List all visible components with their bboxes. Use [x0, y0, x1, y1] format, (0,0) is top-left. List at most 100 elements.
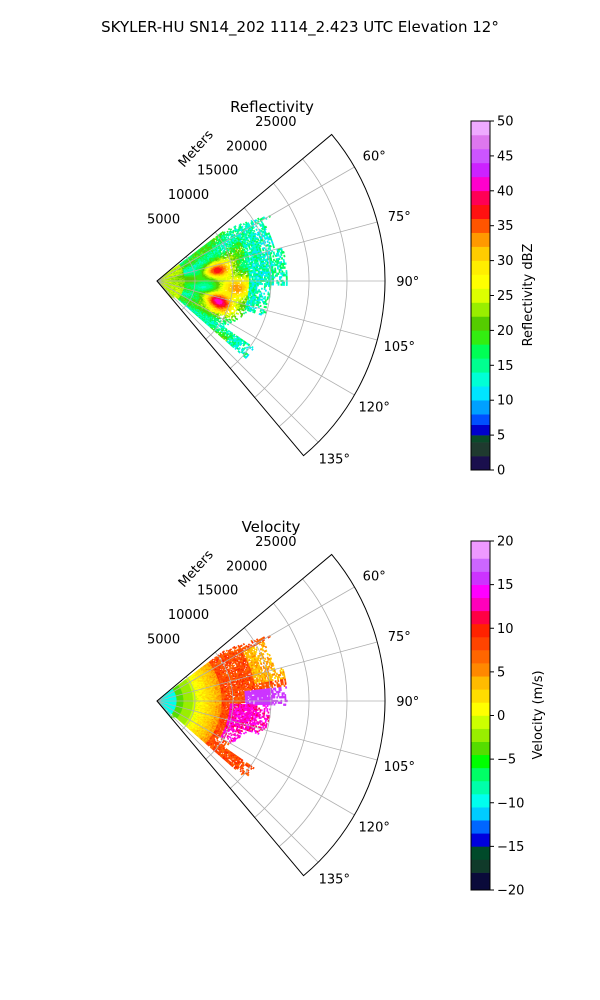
field-cell	[283, 281, 286, 284]
field-cell	[257, 238, 260, 242]
field-cell	[277, 272, 280, 275]
field-cell	[251, 281, 254, 284]
field-cell	[282, 272, 285, 275]
field-cell	[257, 217, 260, 221]
field-cell	[244, 277, 247, 280]
field-cell	[262, 246, 266, 250]
field-cell	[285, 277, 288, 281]
field-cell	[283, 266, 286, 269]
field-cell	[239, 247, 243, 250]
field-cell	[248, 278, 251, 281]
field-cell	[262, 248, 265, 252]
field-cell	[258, 281, 261, 284]
field-cell	[272, 278, 274, 281]
field-cell	[262, 273, 265, 276]
field-cell	[265, 278, 268, 281]
field-cell	[251, 277, 254, 279]
field-cell	[248, 282, 251, 285]
field-cell	[235, 270, 238, 273]
field-cell	[261, 283, 263, 286]
field-cell	[276, 274, 278, 277]
field-cell	[281, 270, 284, 273]
field-cell	[280, 276, 283, 279]
field-cell	[229, 285, 232, 288]
field-cell	[241, 225, 244, 229]
field-cell	[274, 270, 277, 274]
field-cell	[267, 274, 270, 277]
field-cell	[273, 253, 276, 256]
field-cell	[258, 301, 262, 304]
field-cell	[236, 248, 239, 251]
field-cell	[244, 272, 247, 275]
field-cell	[252, 226, 256, 229]
field-cell	[265, 283, 268, 286]
field-cell	[254, 232, 257, 236]
field-cell	[233, 282, 236, 285]
field-cell	[285, 281, 288, 284]
field-cell	[262, 278, 265, 281]
field-cell	[276, 263, 279, 266]
field-cell	[242, 277, 244, 280]
field-cell	[272, 245, 275, 249]
field-cell	[237, 292, 240, 295]
field-cell	[280, 253, 283, 257]
field-cell	[285, 275, 288, 279]
field-cell	[285, 274, 288, 277]
reflectivity-field	[157, 215, 288, 360]
field-cell	[246, 281, 249, 284]
field-cell	[276, 281, 279, 284]
field-cell	[255, 281, 258, 284]
field-cell	[267, 284, 270, 288]
field-cell	[247, 278, 250, 281]
field-cell	[280, 257, 284, 260]
field-cell	[238, 262, 241, 265]
field-cell	[279, 255, 282, 259]
field-cell	[260, 287, 263, 290]
field-cell	[278, 250, 281, 253]
reflectivity-title: Reflectivity	[230, 98, 314, 116]
field-cell	[259, 304, 262, 308]
field-cell	[270, 252, 273, 255]
field-cell	[266, 276, 269, 279]
field-cell	[279, 264, 282, 268]
field-cell	[247, 297, 250, 300]
field-cell	[252, 229, 256, 233]
field-cell	[279, 268, 282, 272]
field-cell	[260, 298, 263, 301]
field-cell	[257, 283, 259, 285]
field-cell	[272, 255, 275, 258]
field-cell	[259, 278, 262, 281]
field-cell	[256, 304, 260, 307]
field-cell	[285, 283, 288, 287]
field-cell	[273, 276, 276, 279]
field-cell	[254, 282, 257, 285]
field-cell	[223, 231, 226, 234]
field-cell	[247, 284, 250, 286]
field-cell	[234, 225, 237, 228]
field-cell	[226, 230, 229, 233]
field-cell	[269, 244, 272, 248]
field-cell	[284, 262, 287, 265]
field-cell	[242, 222, 246, 226]
figure-suptitle: SKYLER-HU SN14_202 1114_2.423 UTC Elevat…	[101, 18, 499, 37]
field-cell	[278, 270, 281, 274]
field-cell	[258, 276, 261, 279]
field-cell	[282, 264, 285, 268]
field-cell	[241, 297, 244, 301]
field-cell	[264, 289, 267, 292]
field-cell	[272, 281, 274, 284]
field-cell	[263, 287, 266, 291]
field-cell	[266, 240, 269, 243]
field-cell	[282, 250, 285, 254]
field-cell	[278, 276, 281, 279]
field-cell	[277, 283, 280, 286]
field-cell	[256, 291, 259, 295]
field-cell	[258, 278, 261, 281]
field-cell	[229, 228, 233, 231]
field-cell	[229, 277, 232, 280]
field-cell	[274, 269, 277, 272]
field-cell	[285, 271, 288, 275]
field-cell	[239, 260, 242, 263]
field-cell	[273, 262, 276, 265]
field-cell	[255, 228, 258, 232]
